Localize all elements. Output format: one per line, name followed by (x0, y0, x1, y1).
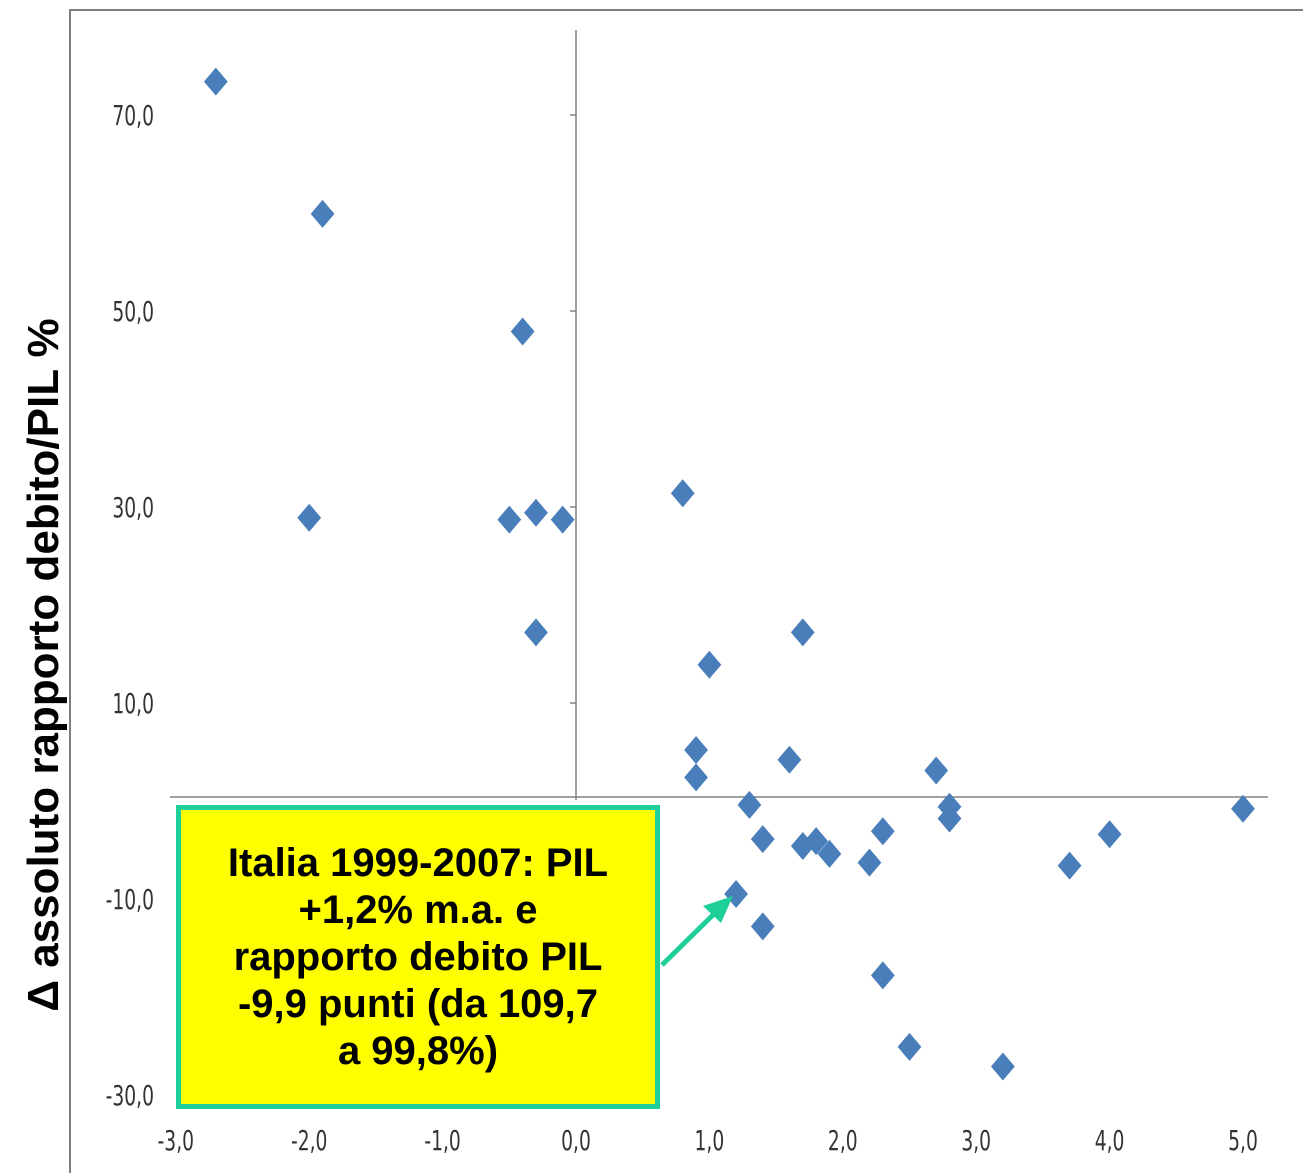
data-point (684, 735, 708, 764)
data-point (870, 961, 895, 990)
data-point (697, 650, 722, 679)
y-tick-label: 30,0 (112, 491, 154, 524)
x-tick-label: -3,0 (158, 1124, 194, 1157)
y-axis-label: Δ assoluto rapporto debito/PIL % (19, 318, 68, 1012)
x-tick-label: -1,0 (424, 1124, 460, 1157)
data-point (1097, 820, 1122, 849)
arrow-head (703, 896, 733, 923)
y-tick-label: 10,0 (112, 687, 154, 720)
data-point (750, 825, 775, 854)
y-axis-label-container: Δ assoluto rapporto debito/PIL % (14, 240, 74, 1090)
data-point (870, 817, 895, 846)
x-tick-label: -2,0 (291, 1124, 327, 1157)
data-point (990, 1052, 1015, 1081)
data-point (550, 505, 575, 534)
data-point (897, 1032, 922, 1061)
data-point (524, 618, 548, 647)
annotation-arrow (660, 896, 733, 967)
axes (170, 30, 1268, 800)
y-tick-label: 50,0 (112, 295, 154, 328)
annotation-box: Italia 1999-2007: PIL +1,2% m.a. e rappo… (176, 805, 660, 1109)
x-tick-label: 4,0 (1095, 1124, 1125, 1157)
data-point (1231, 794, 1255, 823)
x-tick-label: 1,0 (695, 1124, 725, 1157)
data-point (750, 912, 775, 941)
data-point (790, 618, 815, 647)
data-point (684, 763, 708, 792)
data-point (817, 839, 842, 868)
data-point (670, 479, 695, 508)
tick-labels: -3,0 -2,0 -1,0 0,0 1,0 2,0 3,0 4,0 5,0 70,0 50,0 30… (106, 99, 1258, 1157)
x-tick-label: 5,0 (1228, 1124, 1258, 1157)
data-point (777, 745, 802, 774)
data-point (510, 317, 535, 346)
x-tick-label: 3,0 (961, 1124, 991, 1157)
data-point (524, 498, 548, 527)
data-point (937, 804, 962, 833)
data-point (804, 827, 829, 856)
annotation-text: Italia 1999-2007: PIL +1,2% m.a. e rappo… (227, 840, 609, 1073)
data-point (297, 503, 322, 532)
data-point (310, 199, 335, 228)
data-point (857, 848, 882, 877)
data-point (1057, 851, 1082, 880)
data-point (737, 790, 762, 819)
data-point (924, 756, 949, 785)
data-point (203, 67, 228, 96)
plot-frame (69, 9, 1303, 1173)
x-tick-label: 0,0 (561, 1124, 591, 1157)
y-tick-label: 70,0 (112, 99, 154, 132)
y-tick-label: -10,0 (106, 883, 154, 916)
data-point (497, 505, 522, 534)
arrow-line (660, 908, 720, 967)
y-tick-label: -30,0 (106, 1079, 154, 1112)
x-tick-label: 2,0 (828, 1124, 858, 1157)
data-points (203, 67, 1255, 1081)
